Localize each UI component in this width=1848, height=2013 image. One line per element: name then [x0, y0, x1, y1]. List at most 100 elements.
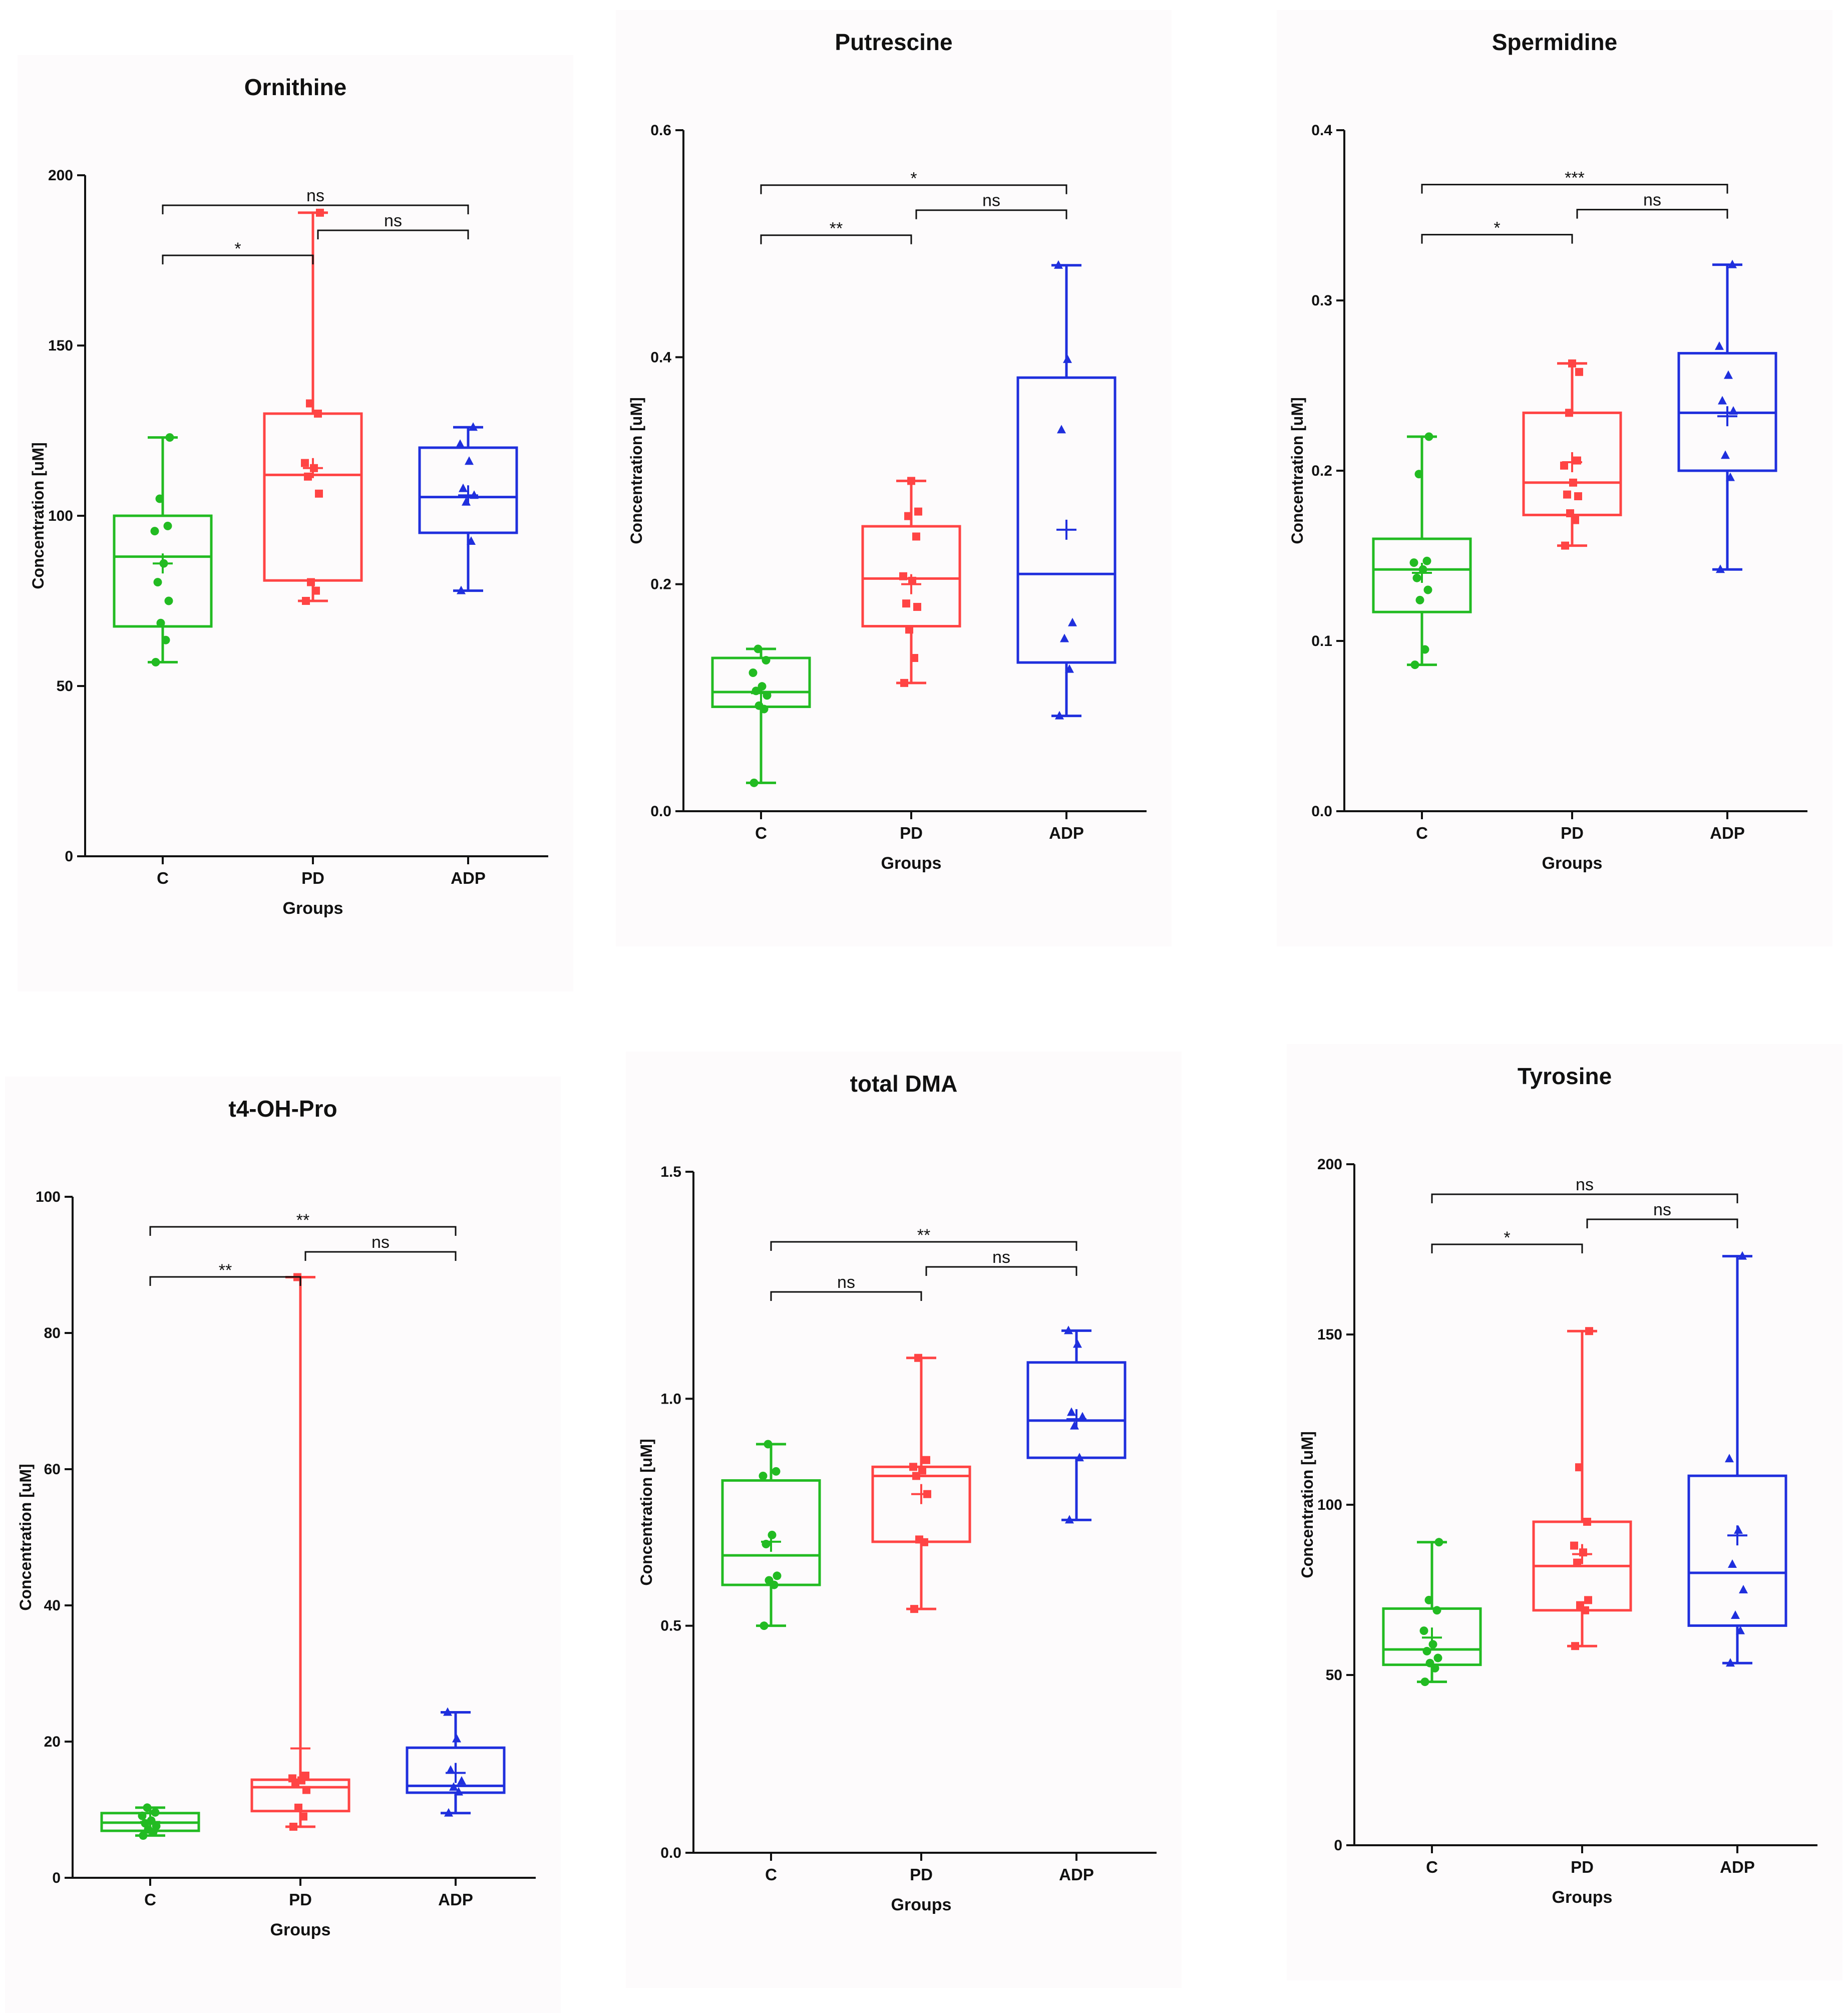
y-axis-label: Concentration [uM]	[29, 442, 47, 589]
y-axis-label: Concentration [uM]	[637, 1439, 655, 1585]
significance-label: ns	[982, 191, 1000, 210]
data-point	[1422, 556, 1431, 565]
data-point	[143, 1803, 152, 1812]
data-point	[153, 578, 162, 587]
significance-bracket: **	[770, 1226, 1077, 1251]
putrescine-boxplot: Putrescine 0.0 0.2 0.4 0.6 C PD ADP Groups Concen…	[627, 29, 1147, 873]
significance-label: **	[296, 1211, 309, 1230]
box-group-c	[113, 433, 213, 666]
data-point	[1060, 633, 1069, 642]
data-point	[299, 1812, 307, 1821]
data-point	[1725, 1454, 1734, 1463]
significance-label: ns	[837, 1273, 855, 1292]
data-point	[301, 459, 309, 467]
x-tick-label: PD	[1571, 1858, 1594, 1876]
iqr-box	[1687, 1474, 1787, 1627]
data-point	[1432, 1606, 1441, 1615]
data-point	[457, 1776, 466, 1785]
significance-bracket: **	[760, 219, 912, 244]
significance-label: **	[219, 1261, 232, 1280]
bracket-line	[1586, 1218, 1738, 1228]
significance-label: **	[830, 219, 843, 238]
significance-label: ns	[384, 211, 402, 230]
data-point	[301, 1772, 309, 1780]
significance-bracket: ns	[304, 1233, 457, 1261]
data-point	[1419, 1626, 1428, 1635]
data-point	[1570, 1541, 1578, 1550]
box-group-c	[1382, 1538, 1482, 1687]
chart-panel-putrescine: Putrescine 0.0 0.2 0.4 0.6 C PD ADP Groups Concen…	[616, 10, 1172, 946]
y-tick-label: 1.0	[660, 1391, 681, 1407]
box-group-adp	[418, 422, 518, 594]
data-point	[1728, 259, 1737, 268]
box-group-c	[100, 1803, 200, 1840]
x-tick-label: PD	[900, 824, 923, 842]
data-point	[161, 635, 170, 644]
significance-label: ns	[1643, 191, 1661, 210]
bracket-line	[162, 204, 469, 214]
significance-bracket: ***	[1421, 169, 1728, 194]
data-point	[1070, 1421, 1079, 1430]
y-tick-label: 0.4	[1311, 122, 1332, 139]
y-tick-label: 50	[57, 678, 73, 695]
data-point	[1718, 396, 1727, 405]
data-point	[1054, 260, 1063, 269]
y-tick-label: 0.3	[1311, 292, 1332, 309]
data-point	[1569, 478, 1577, 487]
data-point	[1057, 425, 1066, 434]
data-point	[1563, 490, 1571, 499]
y-tick-label: 1.5	[660, 1164, 681, 1180]
box-group-adp	[1687, 1251, 1787, 1667]
x-tick-label: ADP	[1710, 824, 1745, 842]
data-point	[312, 586, 320, 595]
chart-panel-tyrosine: Tyrosine 0 50 100 150 200 C PD ADP Groups Concentr…	[1287, 1044, 1842, 1980]
data-point	[1575, 1463, 1583, 1472]
data-point	[1424, 1595, 1433, 1604]
x-axis-label: Groups	[270, 1920, 331, 1939]
data-point	[1574, 492, 1582, 500]
chart-panel-total-dma: total DMA 0.0 0.5 1.0 1.5 C PD ADP Groups Concent…	[626, 1052, 1182, 1988]
box-group-pd	[1532, 1327, 1632, 1650]
chart-title: Spermidine	[1492, 29, 1618, 55]
significance-bracket: ns	[1431, 1175, 1738, 1203]
y-tick-label: 150	[1317, 1326, 1342, 1343]
bracket-line	[925, 1266, 1077, 1276]
bracket-line	[1431, 1243, 1583, 1253]
bracket-line	[770, 1241, 1077, 1251]
data-point	[773, 1571, 782, 1580]
data-point	[915, 1535, 923, 1544]
y-axis-label: Concentration [uM]	[1288, 397, 1306, 544]
y-tick-label: 100	[48, 508, 73, 524]
data-point	[315, 489, 323, 498]
data-point	[1585, 1327, 1593, 1335]
y-tick-label: 0	[65, 848, 73, 865]
significance-bracket: ns	[317, 211, 469, 239]
significance-label: ns	[372, 1233, 390, 1252]
data-point	[288, 1774, 296, 1783]
data-point	[1073, 1339, 1082, 1348]
bracket-line	[149, 1276, 301, 1286]
y-axis-label: Concentration [uM]	[17, 1464, 35, 1610]
total-dma-boxplot: total DMA 0.0 0.5 1.0 1.5 C PD ADP Groups Concent…	[637, 1071, 1157, 1914]
y-tick-label: 200	[1317, 1156, 1342, 1173]
iqr-box	[871, 1465, 971, 1543]
y-tick-label: 0.5	[660, 1618, 681, 1634]
iqr-box	[1016, 376, 1117, 664]
data-point	[1425, 1658, 1434, 1667]
data-point	[139, 1831, 148, 1840]
x-axis-label: Groups	[891, 1895, 952, 1914]
data-point	[1566, 509, 1574, 517]
significance-bracket: ns	[915, 191, 1067, 219]
significance-bracket: *	[1431, 1228, 1583, 1253]
y-tick-label: 0.2	[1311, 463, 1332, 479]
y-tick-label: 50	[1326, 1667, 1342, 1684]
x-tick-label: ADP	[1049, 824, 1084, 842]
data-point	[1729, 406, 1738, 415]
data-point	[1726, 1658, 1735, 1667]
data-point	[1064, 1325, 1073, 1334]
x-tick-label: C	[755, 824, 767, 842]
y-tick-label: 150	[48, 338, 73, 354]
significance-bracket: *	[162, 239, 314, 264]
data-point	[1065, 664, 1074, 673]
significance-bracket: ns	[162, 186, 469, 214]
